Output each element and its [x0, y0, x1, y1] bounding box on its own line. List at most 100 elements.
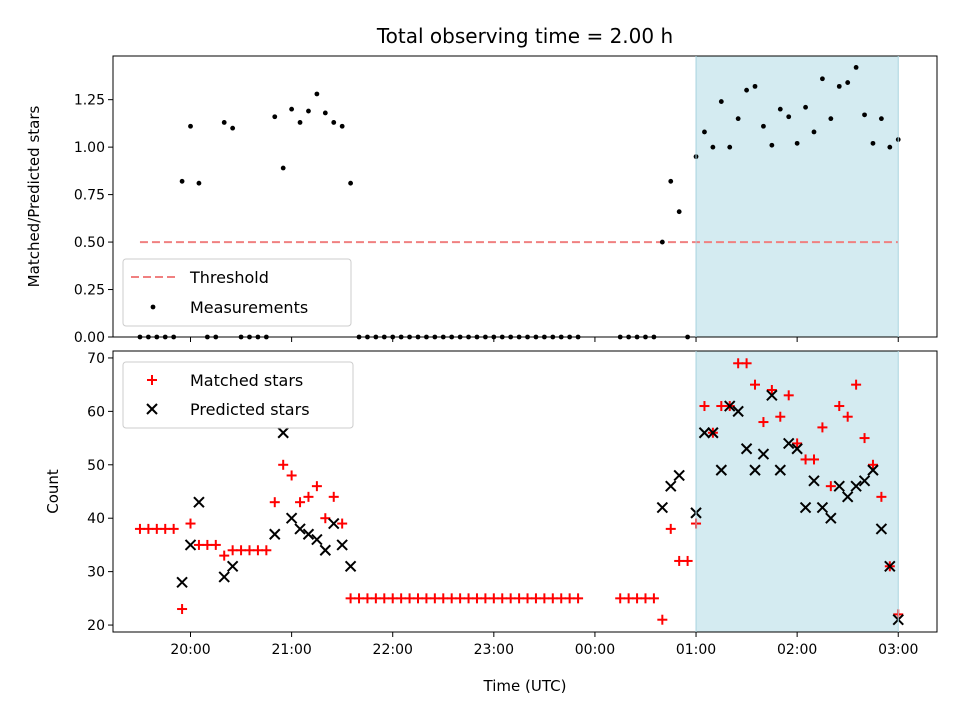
matched-star-point [370, 593, 381, 604]
measurement-point [718, 99, 724, 104]
measurement-point [828, 116, 834, 122]
matched-star-point [792, 438, 803, 449]
chart-title: Total observing time = 2.00 h [376, 24, 673, 48]
matched-star-point [522, 593, 533, 604]
predicted-star-point [791, 443, 803, 455]
measurement-point [820, 76, 825, 82]
measurement-point [786, 114, 792, 120]
measurement-point [744, 87, 749, 93]
measurement-point [676, 209, 682, 215]
legend-matched-label: Matched stars [190, 371, 303, 390]
matched-star-point [682, 555, 693, 566]
y-tick-label: 0.00 [74, 330, 105, 346]
measurement-point [727, 144, 733, 150]
measurement-point [314, 91, 320, 97]
y-tick-label: 0.50 [74, 235, 105, 251]
x-tick-label: 21:00 [271, 642, 311, 658]
measurement-point [769, 142, 775, 148]
measurement-point [853, 64, 859, 70]
predicted-star-point [740, 443, 753, 455]
matched-star-point [817, 422, 828, 433]
predicted-star-point [226, 560, 239, 572]
measurement-point [306, 108, 311, 114]
predicted-star-point [875, 523, 888, 535]
matched-star-point [547, 593, 558, 604]
matched-star-point [446, 593, 457, 604]
predicted-star-point [311, 533, 323, 546]
y-tick-label: 50 [87, 458, 105, 474]
matched-star-point [387, 593, 398, 604]
measurement-point [322, 110, 328, 116]
matched-star-point [311, 481, 322, 492]
y-tick-label: 1.25 [74, 93, 105, 109]
top-axes-frame [112, 55, 938, 338]
predicted-star-point [774, 464, 786, 476]
measurement-point [862, 112, 867, 118]
legend-predicted-swatch [146, 403, 158, 415]
bottom-y-axis-label: Count [44, 469, 62, 514]
matched-star-point [252, 545, 263, 556]
predicted-star-point [193, 496, 205, 508]
matched-star-point [859, 433, 870, 444]
y-tick-label: 70 [87, 351, 105, 367]
predicted-star-point [336, 539, 348, 551]
predicted-star-point [799, 501, 812, 514]
matched-star-point [665, 523, 676, 534]
matched-star-point [134, 523, 145, 534]
matched-star-point [657, 614, 668, 625]
matched-star-point [623, 593, 634, 604]
measurement-point [348, 180, 353, 186]
predicted-star-point [715, 464, 728, 476]
predicted-star-point [294, 523, 306, 535]
matched-star-point [455, 593, 466, 604]
y-tick-label: 40 [87, 511, 105, 527]
matched-star-point [505, 593, 516, 604]
predicted-star-point [176, 576, 188, 589]
predicted-star-point [184, 539, 197, 551]
measurement-point [659, 239, 665, 245]
matched-star-point [404, 593, 415, 604]
x-tick-label: 23:00 [474, 642, 514, 658]
predicted-star-point [328, 517, 340, 530]
matched-star-point [278, 459, 289, 470]
matched-star-point [876, 491, 887, 502]
predicted-star-point [285, 512, 298, 524]
predicted-star-point [808, 475, 820, 487]
y-tick-label: 1.00 [74, 140, 105, 156]
predicted-star-point [732, 405, 744, 418]
matched-star-point [236, 545, 247, 556]
matched-star-point [396, 593, 407, 604]
measurement-point [289, 106, 295, 112]
matched-star-point [758, 417, 769, 428]
matched-star-point [193, 539, 204, 550]
matched-star-point [421, 593, 432, 604]
matched-star-point [615, 593, 626, 604]
matched-star-point [269, 497, 280, 508]
matched-star-point [354, 593, 365, 604]
predicted-star-point [319, 544, 332, 556]
matched-star-point [286, 470, 297, 481]
predicted-star-point [884, 560, 896, 572]
matched-star-point [328, 491, 339, 502]
predicted-star-point [277, 427, 289, 439]
matched-star-point [842, 411, 853, 422]
matched-star-point [800, 454, 811, 465]
measurement-point [710, 144, 716, 150]
matched-star-point [143, 523, 154, 534]
measurement-point [761, 123, 766, 129]
x-tick-label: 02:00 [777, 642, 817, 658]
bottom-legend: Matched stars Predicted stars [122, 361, 354, 429]
matched-star-point [320, 513, 331, 524]
matched-star-point [648, 593, 659, 604]
predicted-star-point [656, 501, 669, 514]
matched-star-point [867, 459, 878, 470]
x-axis-label: Time (UTC) [483, 677, 567, 695]
predicted-star-point [833, 480, 845, 492]
legend-predicted-label: Predicted stars [190, 400, 310, 419]
matched-star-point [429, 593, 440, 604]
matched-star-point [632, 593, 643, 604]
top-legend-box [122, 258, 352, 327]
predicted-star-point [344, 560, 357, 572]
matched-star-point [488, 593, 499, 604]
